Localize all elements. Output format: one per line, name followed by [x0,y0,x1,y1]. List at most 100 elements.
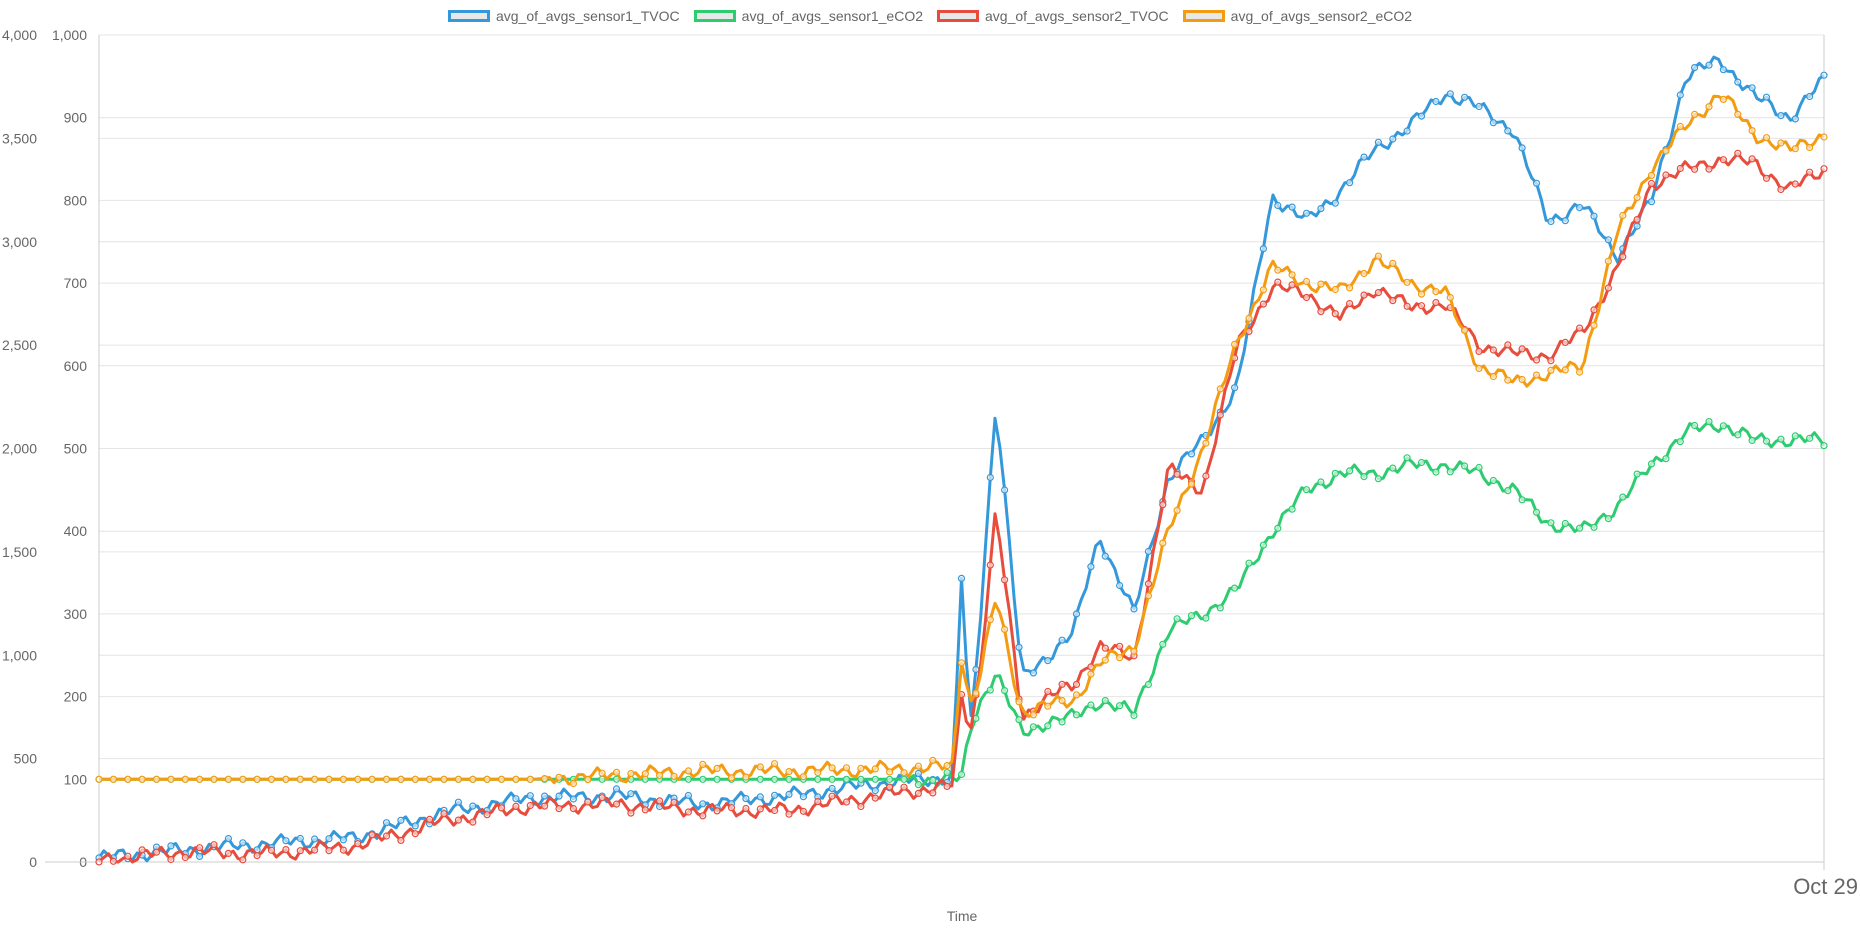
data-point [296,847,304,855]
data-point [1475,102,1483,111]
data-point [1072,680,1081,689]
data-point [670,798,678,806]
data-point [713,775,721,783]
data-point [1676,91,1684,99]
left-axis-tick-label: 3,000 [2,234,37,250]
data-point [1590,321,1598,329]
data-point [1590,212,1598,220]
data-point [540,802,549,810]
data-point [986,561,994,569]
data-point [770,806,779,815]
data-point [181,853,189,862]
right-axis-tick-label: 400 [64,523,88,539]
legend-item-sensor1-eco2[interactable]: avg_of_avgs_sensor1_eCO2 [693,8,923,24]
data-point [1058,718,1066,726]
data-point [1460,326,1469,334]
data-point [368,831,376,839]
data-point [1288,281,1296,289]
data-point [1274,524,1282,532]
data-point [1058,636,1066,644]
data-point [612,768,621,777]
data-point [267,846,276,854]
data-point [1820,71,1828,79]
data-point [124,852,132,860]
left-axis-tick-label: 2,500 [2,337,37,353]
legend-label-sensor2-eco2: avg_of_avgs_sensor2_eCO2 [1230,8,1413,24]
data-point [770,760,779,768]
data-point [1245,559,1253,567]
data-point [167,775,175,783]
data-point [1690,63,1699,72]
data-point [1029,669,1038,677]
legend-swatch-sensor2-eco2 [1182,10,1225,22]
data-point [1058,680,1066,688]
data-point [1791,115,1799,123]
data-point [210,775,218,783]
data-point [986,473,994,482]
data-point [684,775,693,783]
data-point [1748,436,1756,444]
data-point [598,769,606,777]
data-point [483,811,491,819]
data-point [555,792,563,800]
data-point [1259,300,1268,308]
data-point [1662,455,1670,463]
data-point [857,775,865,783]
data-point [641,806,649,814]
data-point [1302,293,1311,302]
data-point [943,761,951,770]
data-point [1288,271,1296,279]
data-point [986,686,994,694]
data-point [785,767,793,776]
data-point [1590,523,1598,531]
data-point [1302,277,1311,286]
data-point [1460,93,1469,101]
data-point [1590,306,1598,314]
data-point [1072,711,1081,719]
data-point [1475,364,1483,372]
data-point [1087,701,1095,709]
left-axis-tick-label: 4,000 [2,27,37,43]
right-axis-tick-label: 200 [64,689,88,705]
right-axis-tick-label: 300 [64,606,88,622]
data-point [612,785,621,793]
data-point [1072,610,1081,618]
data-point [627,769,635,778]
data-point [885,768,894,776]
data-point [210,841,218,849]
data-point [526,792,534,800]
data-point [296,834,304,843]
data-point [871,765,879,773]
legend-swatch-sensor1-tvoc [447,10,490,22]
data-point [641,770,649,778]
data-point [454,798,462,806]
data-point [311,835,319,843]
data-point [1417,302,1426,310]
data-point [569,795,578,803]
data-point [325,775,333,783]
data-point [1719,422,1728,430]
data-point [1762,437,1771,445]
data-point [1734,431,1742,439]
data-point [1360,291,1368,299]
data-point [914,762,923,770]
data-point [1504,127,1512,135]
data-point [1403,127,1411,135]
legend-item-sensor1-tvoc[interactable]: avg_of_avgs_sensor1_TVOC [447,8,680,24]
data-point [1274,278,1282,286]
data-point [1072,691,1081,699]
data-point [1777,185,1785,194]
data-point [1475,347,1483,355]
data-point [857,764,865,773]
left-axis-tick-label: 1,000 [2,647,37,663]
legend-item-sensor2-eco2[interactable]: avg_of_avgs_sensor2_eCO2 [1182,8,1413,24]
data-point [354,775,362,783]
data-point [1345,179,1354,187]
data-point [196,852,204,861]
data-point [224,775,232,783]
data-point [1532,508,1541,516]
data-point [612,800,621,808]
data-point [339,846,347,854]
legend-item-sensor2-tvoc[interactable]: avg_of_avgs_sensor2_TVOC [937,8,1169,24]
data-point [512,775,520,783]
